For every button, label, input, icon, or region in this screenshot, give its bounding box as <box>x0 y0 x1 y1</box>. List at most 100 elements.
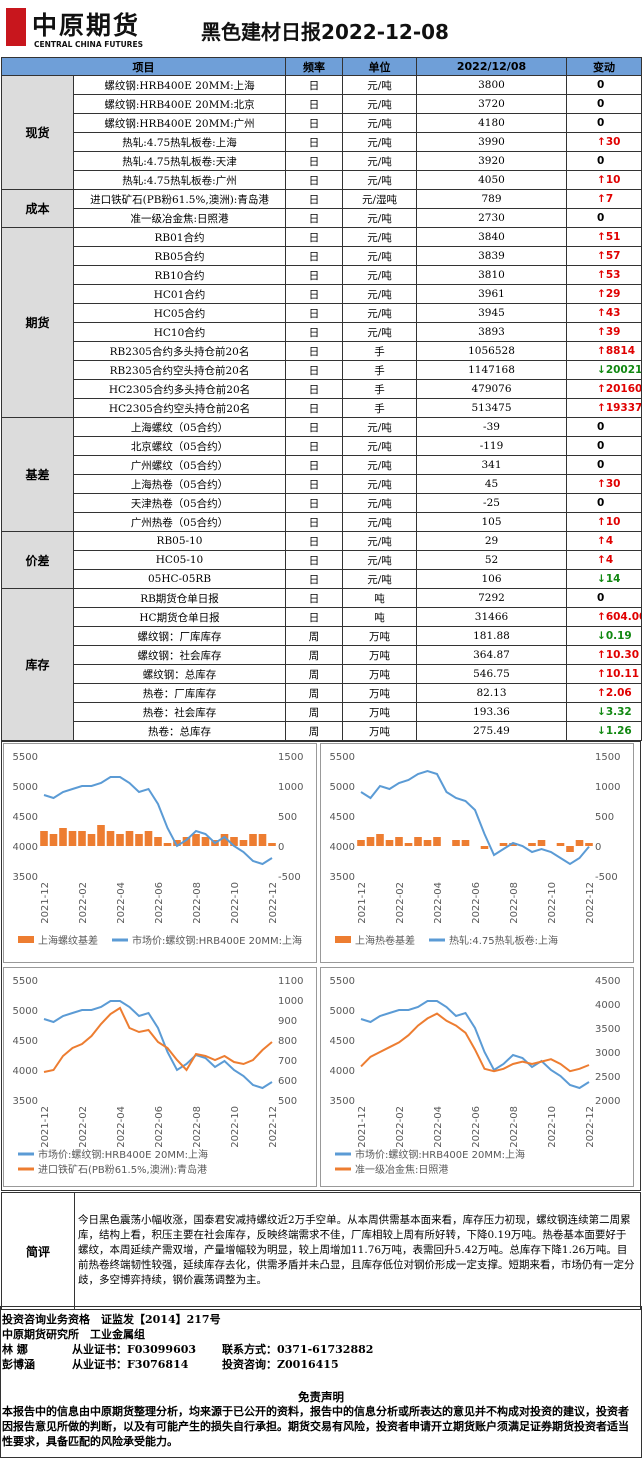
cell-freq: 周 <box>285 645 343 665</box>
table-row: 热轧:4.75热轧板卷:广州日元/吨 4050 ↑10 <box>2 170 642 190</box>
x-tick-label: 2022-12 <box>585 882 596 924</box>
cell-item: HC期货仓单日报 <box>73 607 286 627</box>
cell-value: 2730 <box>416 208 567 228</box>
cell-freq: 日 <box>285 569 343 589</box>
column-header: 变动 <box>566 57 642 76</box>
change-value: 8814 <box>605 345 636 357</box>
cell-value: 3990 <box>416 132 567 152</box>
bar <box>135 834 143 846</box>
group-name: 现货 <box>1 75 74 190</box>
chart: 3500 4000 4500 5000 5500 -500 0 500 1000 1500 2021… <box>330 752 621 947</box>
cell-item: 螺纹钢:HRB400E 20MM:上海 <box>73 75 286 95</box>
x-tick-label: 2022-08 <box>509 1106 520 1148</box>
cell-item: RB01合约 <box>73 227 286 247</box>
cell-unit: 元/吨 <box>342 151 417 171</box>
cell-value: 3800 <box>416 75 567 95</box>
cell-unit: 元/吨 <box>342 531 417 551</box>
cell-freq: 日 <box>285 474 343 494</box>
cell-change: ↑4 <box>566 550 642 570</box>
cell-change: ↑20160 <box>566 379 642 399</box>
change-value: 19337 <box>605 402 642 414</box>
cell-freq: 日 <box>285 227 343 247</box>
charts: 3500 4000 4500 5000 5500 -500 0 500 1000 1500 2021… <box>1 741 641 1191</box>
group-name: 基差 <box>1 417 74 532</box>
cell-freq: 日 <box>285 322 343 342</box>
legend-label: 市场价:螺纹钢:HRB400E 20MM:上海 <box>38 1148 208 1161</box>
bar <box>566 846 574 852</box>
cell-value: -119 <box>416 436 567 456</box>
cell-change: ↑4 <box>566 531 642 551</box>
cell-value: 52 <box>416 550 567 570</box>
cell-unit: 万吨 <box>342 702 417 722</box>
cell-change: 0 <box>566 417 642 437</box>
bar <box>78 831 86 846</box>
cell-unit: 元/吨 <box>342 75 417 95</box>
trend-arrow: ↑ <box>597 554 606 566</box>
table-row: 广州螺纹（05合约）日元/吨 341 0 <box>2 455 642 475</box>
cell-unit: 元/吨 <box>342 113 417 133</box>
cell-change: ↑30 <box>566 474 642 494</box>
cell-change: ↓1.26 <box>566 721 642 741</box>
cell-unit: 元/吨 <box>342 132 417 152</box>
trend-arrow: ↑ <box>597 668 606 680</box>
trend-arrow: ↑ <box>597 288 606 300</box>
bar <box>230 837 238 846</box>
trend-arrow: ↓ <box>597 630 606 642</box>
bar <box>68 831 77 846</box>
x-tick-label: 2022-02 <box>78 1106 89 1148</box>
cell-change: ↑10 <box>566 512 642 532</box>
bar <box>366 837 375 846</box>
trend-arrow: ↑ <box>597 193 606 205</box>
y-tick-label: 4000 <box>330 842 355 853</box>
change-value: 0 <box>597 497 605 509</box>
bar <box>509 843 517 846</box>
table-row: 库存 RB期货仓单日报日吨 7292 0 <box>1 588 642 741</box>
table-row: 05HC-05RB 日元/吨 106 ↓14 <box>2 569 642 589</box>
change-value: 4 <box>605 535 614 547</box>
cell-unit: 元/吨 <box>342 493 417 513</box>
cell-unit: 万吨 <box>342 626 417 646</box>
x-tick-label: 2022-10 <box>547 1106 558 1148</box>
cell-item: RB2305合约空头持仓前20名 <box>73 360 286 380</box>
bar <box>575 840 584 846</box>
y2-tick-label: 2000 <box>595 1096 620 1107</box>
bar <box>154 837 162 846</box>
cell-change: ↑19337 <box>566 398 642 418</box>
bar <box>182 837 191 846</box>
bar <box>192 834 200 846</box>
y-tick-label: 5000 <box>13 1006 38 1017</box>
table-row: HC2305合约多头持仓前20名日手 479076 ↑20160 <box>2 379 642 399</box>
analyst-field: 从业证书：F03099603 <box>72 1343 197 1356</box>
bar <box>144 831 153 846</box>
x-tick-label: 2022-06 <box>471 1106 482 1148</box>
cell-item: 螺纹钢：厂库库存 <box>73 626 286 646</box>
table-row: HC2305合约空头持仓前20名日手 513475 ↑19337 <box>2 398 642 418</box>
cell-item: HC2305合约空头持仓前20名 <box>73 398 286 418</box>
change-value: 39 <box>605 326 621 338</box>
cell-value: 3893 <box>416 322 567 342</box>
x-tick-label: 2022-04 <box>116 1106 127 1148</box>
change-value: 0 <box>597 421 605 433</box>
trend-arrow: ↑ <box>597 516 606 528</box>
y-tick-label: 3500 <box>330 872 355 883</box>
column-header: 频率 <box>285 57 343 76</box>
chart: 3500 4000 4500 5000 5500 500 600 700 800 900 1000 1… <box>13 976 304 1176</box>
trend-arrow: ↑ <box>597 687 606 699</box>
bar <box>357 840 365 846</box>
trend-arrow: ↑ <box>597 478 606 490</box>
bar <box>239 840 248 846</box>
analyst-field: 投资咨询：Z0016415 <box>222 1358 339 1371</box>
y-tick-label: 3500 <box>330 1096 355 1107</box>
cell-unit: 元/吨 <box>342 94 417 114</box>
cell-freq: 周 <box>285 664 343 684</box>
bar <box>116 834 124 846</box>
bar <box>556 843 565 846</box>
group-name: 价差 <box>1 531 74 589</box>
cell-item: 螺纹钢:HRB400E 20MM:北京 <box>73 94 286 114</box>
cell-item: 热卷：总库存 <box>73 721 286 741</box>
cell-value: 4180 <box>416 113 567 133</box>
cell-freq: 日 <box>285 493 343 513</box>
y2-tick-label: 0 <box>278 842 284 853</box>
change-value: 57 <box>605 250 621 262</box>
cell-unit: 万吨 <box>342 645 417 665</box>
